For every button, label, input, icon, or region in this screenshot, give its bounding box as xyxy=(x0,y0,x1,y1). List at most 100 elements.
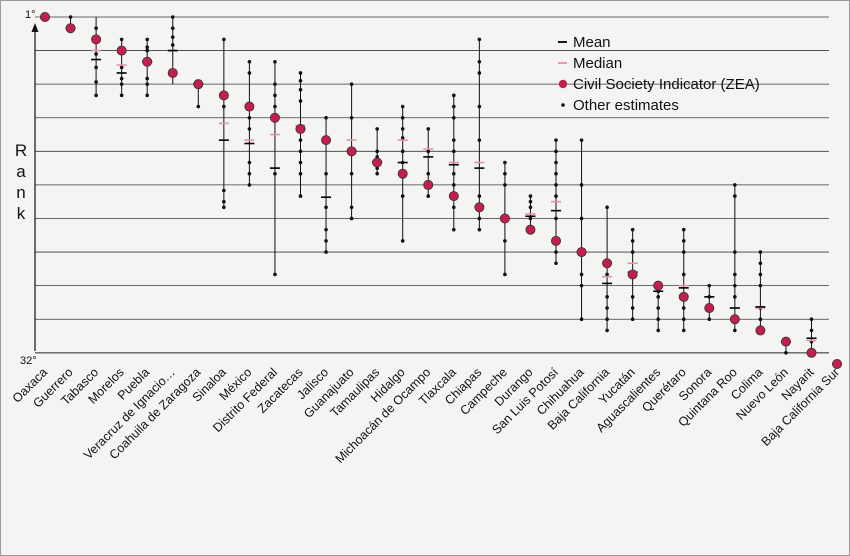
other-estimate-point xyxy=(758,272,763,277)
other-estimate-point xyxy=(273,171,277,176)
category-group xyxy=(244,59,255,187)
other-estimate-point xyxy=(605,205,609,210)
other-estimate-point xyxy=(247,59,252,64)
legend-other-symbol xyxy=(561,103,565,107)
category-group xyxy=(167,15,178,85)
other-estimate-point xyxy=(145,93,149,98)
other-estimate-point xyxy=(222,188,226,193)
other-estimate-point xyxy=(681,317,686,322)
civil-society-point xyxy=(321,135,332,146)
other-estimate-point xyxy=(681,227,686,232)
legend-civil-society-symbol xyxy=(558,79,568,89)
other-estimate-point xyxy=(298,79,303,83)
other-estimate-point xyxy=(630,295,635,299)
other-estimate-point xyxy=(94,80,98,84)
civil-society-point xyxy=(551,235,562,246)
other-estimate-point xyxy=(145,45,149,50)
other-estimate-point xyxy=(349,82,354,86)
other-estimate-point xyxy=(222,104,226,109)
other-estimate-point xyxy=(273,272,277,277)
other-estimate-point xyxy=(298,99,303,103)
civil-society-point xyxy=(729,314,740,325)
other-estimate-point xyxy=(247,183,252,187)
category-group xyxy=(65,15,76,34)
other-estimate-point xyxy=(554,149,558,154)
category-group xyxy=(448,93,459,232)
other-estimate-point xyxy=(247,160,252,165)
other-estimate-point xyxy=(477,71,482,75)
civil-society-point xyxy=(65,23,76,34)
other-estimate-point xyxy=(375,127,379,131)
other-estimate-point xyxy=(733,328,737,333)
other-estimate-point xyxy=(605,328,609,333)
other-estimate-point xyxy=(477,227,482,232)
other-estimate-point xyxy=(477,37,482,42)
other-estimate-point xyxy=(605,272,609,277)
other-estimate-point xyxy=(298,149,303,154)
other-estimate-point xyxy=(758,317,763,322)
other-estimate-point xyxy=(681,272,686,277)
other-estimate-point xyxy=(656,295,660,299)
civil-society-point xyxy=(678,291,689,302)
other-estimate-point xyxy=(400,239,405,243)
legend-label: Median xyxy=(573,55,622,72)
other-estimate-point xyxy=(554,183,558,187)
other-estimate-point xyxy=(196,104,201,109)
civil-society-point xyxy=(295,123,306,134)
civil-society-point xyxy=(244,101,255,112)
other-estimate-point xyxy=(579,272,584,277)
y-axis-label-letter: R xyxy=(15,141,27,160)
other-estimate-point xyxy=(758,283,763,288)
y-tick-label-bottom: 32° xyxy=(20,355,37,367)
other-estimate-point xyxy=(528,194,533,198)
other-estimate-point xyxy=(528,216,533,221)
category-group xyxy=(525,194,536,235)
other-estimate-point xyxy=(707,283,712,288)
other-estimate-point xyxy=(400,127,405,131)
y-axis-label-letter: a xyxy=(16,162,26,181)
other-estimate-point xyxy=(94,65,98,70)
civil-society-point xyxy=(269,112,280,123)
other-estimate-point xyxy=(554,171,558,176)
other-estimate-point xyxy=(349,205,354,210)
other-estimate-point xyxy=(707,317,712,322)
other-estimate-point xyxy=(222,37,226,42)
other-estimate-point xyxy=(324,171,328,176)
plot-area xyxy=(40,11,843,369)
other-estimate-point xyxy=(273,82,277,86)
other-estimate-point xyxy=(400,104,405,109)
civil-society-point xyxy=(167,67,178,78)
civil-society-point xyxy=(576,247,587,258)
other-estimate-point xyxy=(170,15,175,19)
other-estimate-point xyxy=(681,328,686,333)
x-axis-labels: OaxacaGuerreroTabascoMorelosPueblaVeracr… xyxy=(10,365,842,466)
other-estimate-point xyxy=(452,93,456,98)
other-estimate-point xyxy=(94,93,98,98)
other-estimate-point xyxy=(119,65,124,70)
other-estimate-point xyxy=(630,250,635,254)
category-group xyxy=(704,283,715,322)
other-estimate-point xyxy=(145,48,149,53)
other-estimate-point xyxy=(477,138,482,142)
other-estimate-point xyxy=(170,35,175,39)
category-group xyxy=(193,79,204,109)
other-estimate-point xyxy=(809,317,814,322)
other-estimate-point xyxy=(630,317,635,322)
category-group xyxy=(729,183,740,333)
other-estimate-point xyxy=(503,239,507,243)
other-estimate-point xyxy=(656,328,660,333)
category-group xyxy=(40,11,51,22)
other-estimate-point xyxy=(247,71,252,75)
other-estimate-point xyxy=(452,183,456,187)
other-estimate-point xyxy=(733,194,737,198)
other-estimate-point xyxy=(400,115,405,120)
other-estimate-point xyxy=(349,115,354,120)
category-group xyxy=(397,104,408,243)
other-estimate-point xyxy=(273,104,277,109)
y-tick-label-top: 1° xyxy=(25,9,36,21)
civil-society-point xyxy=(755,325,766,336)
category-group xyxy=(321,115,332,254)
category-group xyxy=(602,205,613,333)
other-estimate-point xyxy=(733,272,737,277)
